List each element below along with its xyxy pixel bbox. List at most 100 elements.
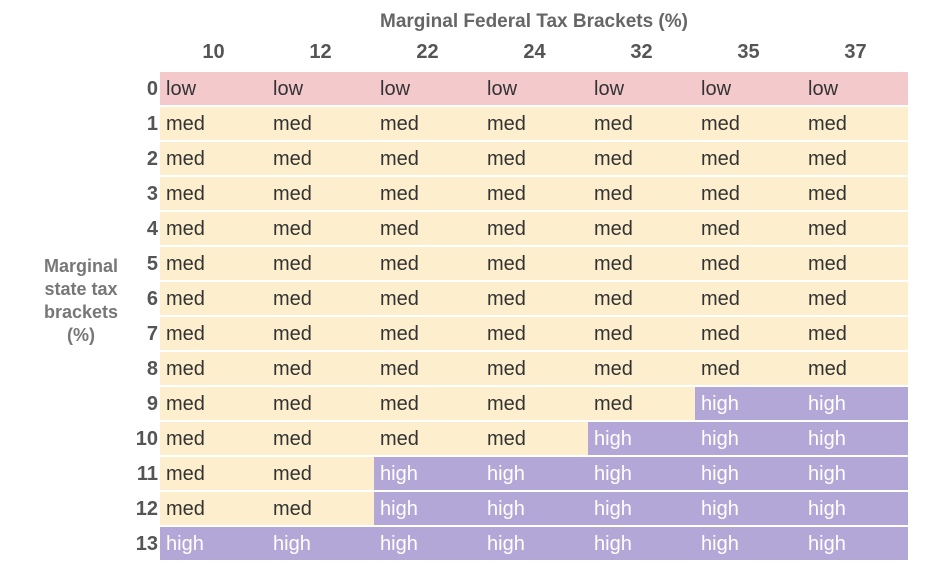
heatmap-cell: med [695, 212, 802, 247]
heatmap-cell: med [695, 247, 802, 282]
heatmap-cell: med [374, 422, 481, 457]
heatmap-cell: med [481, 387, 588, 422]
heatmap-cell: med [588, 352, 695, 387]
heatmap-cell: high [802, 387, 908, 422]
heatmap-cell: low [267, 72, 374, 107]
heatmap-cell: med [588, 247, 695, 282]
heatmap-cell: med [267, 422, 374, 457]
heatmap-cell: high [588, 492, 695, 527]
heatmap-cell: high [695, 422, 802, 457]
heatmap-cell: med [481, 212, 588, 247]
heatmap-cell: high [695, 527, 802, 562]
heatmap-cell: med [481, 422, 588, 457]
heatmap-cell: low [695, 72, 802, 107]
y-tick-label: 3 [146, 183, 158, 205]
heatmap-cell: med [481, 317, 588, 352]
y-tick-label: 13 [135, 533, 158, 555]
heatmap-cell: med [160, 422, 267, 457]
heatmap-cell: med [481, 177, 588, 212]
heatmap-cell: med [802, 282, 908, 317]
heatmap-cell: med [802, 247, 908, 282]
heatmap-cell: med [374, 247, 481, 282]
heatmap-cell: high [588, 422, 695, 457]
heatmap-cell: med [695, 352, 802, 387]
x-tick-label: 12 [309, 41, 332, 63]
x-tick-label: 37 [844, 41, 867, 63]
heatmap-cell: med [160, 247, 267, 282]
heatmap-cell: med [588, 387, 695, 422]
heatmap-cell: med [588, 317, 695, 352]
heatmap-cell: med [374, 177, 481, 212]
y-tick-label: 6 [146, 288, 158, 310]
x-axis-title: Marginal Federal Tax Brackets (%) [380, 11, 688, 32]
heatmap-cell: med [267, 457, 374, 492]
y-tick-label: 5 [146, 253, 158, 275]
heatmap-cell: med [374, 282, 481, 317]
heatmap-cell: med [267, 387, 374, 422]
heatmap-cell: med [481, 142, 588, 177]
heatmap-cell: high [802, 457, 908, 492]
y-tick-label: 7 [146, 323, 158, 345]
heatmap-cell: med [374, 352, 481, 387]
heatmap-cell: high [695, 457, 802, 492]
heatmap-cell: med [374, 107, 481, 142]
heatmap-cell: med [267, 247, 374, 282]
x-tick-label: 24 [523, 41, 546, 63]
heatmap-cell: med [374, 142, 481, 177]
heatmap-cell: med [160, 352, 267, 387]
heatmap-cell: high [160, 527, 267, 562]
heatmap-cell: med [267, 142, 374, 177]
y-tick-label: 11 [136, 463, 158, 485]
heatmap-cell: med [160, 317, 267, 352]
y-tick-label: 0 [146, 78, 158, 100]
heatmap-cell: med [267, 492, 374, 527]
heatmap-cell: med [588, 107, 695, 142]
heatmap-cell: med [160, 387, 267, 422]
heatmap-cell: high [481, 457, 588, 492]
heatmap-cell: high [267, 527, 374, 562]
x-tick-label: 35 [737, 41, 760, 63]
heatmap-cell: med [588, 177, 695, 212]
heatmap-cell: med [802, 212, 908, 247]
heatmap-cell: med [160, 492, 267, 527]
y-tick-label: 4 [146, 218, 158, 240]
y-tick-label: 2 [146, 148, 158, 170]
heatmap-cell: med [160, 282, 267, 317]
heatmap-cell: low [160, 72, 267, 107]
heatmap-cell: med [160, 212, 267, 247]
chart-title [0, 0, 947, 8]
heatmap-cell: med [267, 317, 374, 352]
heatmap-cell: high [588, 527, 695, 562]
heatmap-cell: med [374, 212, 481, 247]
heatmap-cell: med [374, 387, 481, 422]
heatmap-cell: med [267, 177, 374, 212]
x-tick-label: 22 [416, 41, 439, 63]
heatmap-cell: med [160, 457, 267, 492]
heatmap-cell: med [588, 282, 695, 317]
heatmap-cell: high [802, 422, 908, 457]
heatmap-cell: med [160, 107, 267, 142]
heatmap-cell: med [695, 142, 802, 177]
heatmap-cell: med [588, 212, 695, 247]
heatmap-cell: med [695, 317, 802, 352]
heatmap-cell: med [267, 212, 374, 247]
heatmap-cell: med [160, 142, 267, 177]
heatmap-cell: high [695, 387, 802, 422]
heatmap-cell: med [267, 352, 374, 387]
heatmap-cell: med [481, 352, 588, 387]
y-tick-label: 1 [146, 113, 158, 135]
y-axis-title: Marginal state tax brackets (%) [43, 256, 119, 345]
y-tick-label: 10 [135, 428, 158, 450]
heatmap-cell: low [374, 72, 481, 107]
x-tick-label: 32 [630, 41, 653, 63]
y-tick-label: 8 [146, 358, 158, 380]
heatmap-cell: high [802, 527, 908, 562]
heatmap-cell: med [160, 177, 267, 212]
heatmap-cell: med [695, 177, 802, 212]
heatmap-cell: high [481, 492, 588, 527]
heatmap-cell: med [267, 107, 374, 142]
heatmap-cell: med [802, 352, 908, 387]
heatmap-cell: med [695, 107, 802, 142]
heatmap-cell: med [802, 177, 908, 212]
